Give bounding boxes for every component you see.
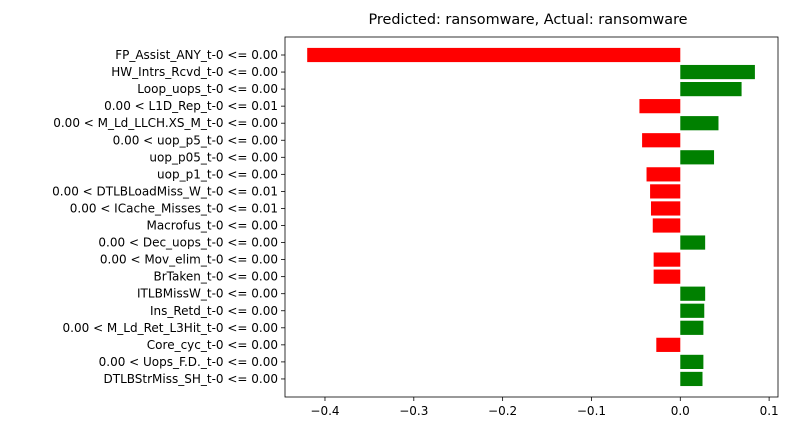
bar <box>680 116 719 131</box>
y-tick-label: uop_p05_t-0 <= 0.00 <box>149 150 278 164</box>
bar <box>680 354 704 369</box>
y-tick-label: DTLBStrMiss_SH_t-0 <= 0.00 <box>104 372 279 386</box>
bar <box>680 303 705 318</box>
axes-frame <box>284 36 779 398</box>
y-tick-label: Ins_Retd_t-0 <= 0.00 <box>150 304 278 318</box>
y-tick-label: 0.00 < ICache_Misses_t-0 <= 0.01 <box>70 201 278 215</box>
bar <box>642 133 681 148</box>
x-tick-label: 0.0 <box>671 404 690 418</box>
bar <box>680 64 755 80</box>
x-tick-label: −0.2 <box>488 404 517 418</box>
y-tick-label: 0.00 < uop_p5_t-0 <= 0.00 <box>113 133 278 147</box>
y-tick-label: BrTaken_t-0 <= 0.00 <box>154 270 279 284</box>
bar <box>656 337 681 352</box>
y-tick-label: ITLBMissW_t-0 <= 0.00 <box>137 287 278 301</box>
bar <box>650 201 681 216</box>
bar <box>680 150 715 165</box>
bar <box>307 47 681 63</box>
plot-area: FP_Assist_ANY_t-0 <= 0.00 HW_Intrs_Rcvd_t… <box>52 36 779 418</box>
x-tick-label: −0.3 <box>399 404 428 418</box>
x-tick-label: 0.1 <box>760 404 779 418</box>
y-tick-label: 0.00 < Mov_elim_t-0 <= 0.00 <box>100 253 278 267</box>
y-tick-label: Macrofus_t-0 <= 0.00 <box>146 219 278 233</box>
y-tick-label: Loop_uops_t-0 <= 0.00 <box>137 82 278 96</box>
y-tick-label: HW_Intrs_Rcvd_t-0 <= 0.00 <box>111 65 278 79</box>
y-tick-label: 0.00 < Uops_F.D._t-0 <= 0.00 <box>99 355 278 369</box>
y-tick-label: Core_cyc_t-0 <= 0.00 <box>147 338 278 352</box>
y-tick-label: 0.00 < DTLBLoadMiss_W_t-0 <= 0.01 <box>52 184 278 198</box>
y-tick-label: uop_p1_t-0 <= 0.00 <box>157 167 278 181</box>
y-tick-label: 0.00 < Dec_uops_t-0 <= 0.00 <box>98 236 278 250</box>
bar <box>680 320 704 335</box>
bar <box>652 218 681 233</box>
bar <box>650 184 681 199</box>
bar <box>680 286 706 301</box>
chart-title: Predicted: ransomware, Actual: ransomwar… <box>368 12 687 28</box>
y-tick-label: 0.00 < M_Ld_LLCH.XS_M_t-0 <= 0.00 <box>53 116 278 130</box>
bar <box>639 99 681 114</box>
bar <box>653 252 681 267</box>
x-tick-label: −0.4 <box>310 404 339 418</box>
y-tick-label: 0.00 < L1D_Rep_t-0 <= 0.01 <box>104 99 278 113</box>
bar <box>653 269 681 284</box>
y-tick-label: FP_Assist_ANY_t-0 <= 0.00 <box>115 48 278 62</box>
bar <box>680 82 742 97</box>
bar <box>646 167 681 182</box>
y-tick-label: 0.00 < M_Ld_Ret_L3Hit_t-0 <= 0.00 <box>63 321 278 335</box>
x-tick-label: −0.1 <box>577 404 606 418</box>
bar <box>680 235 706 250</box>
bar <box>680 371 703 387</box>
